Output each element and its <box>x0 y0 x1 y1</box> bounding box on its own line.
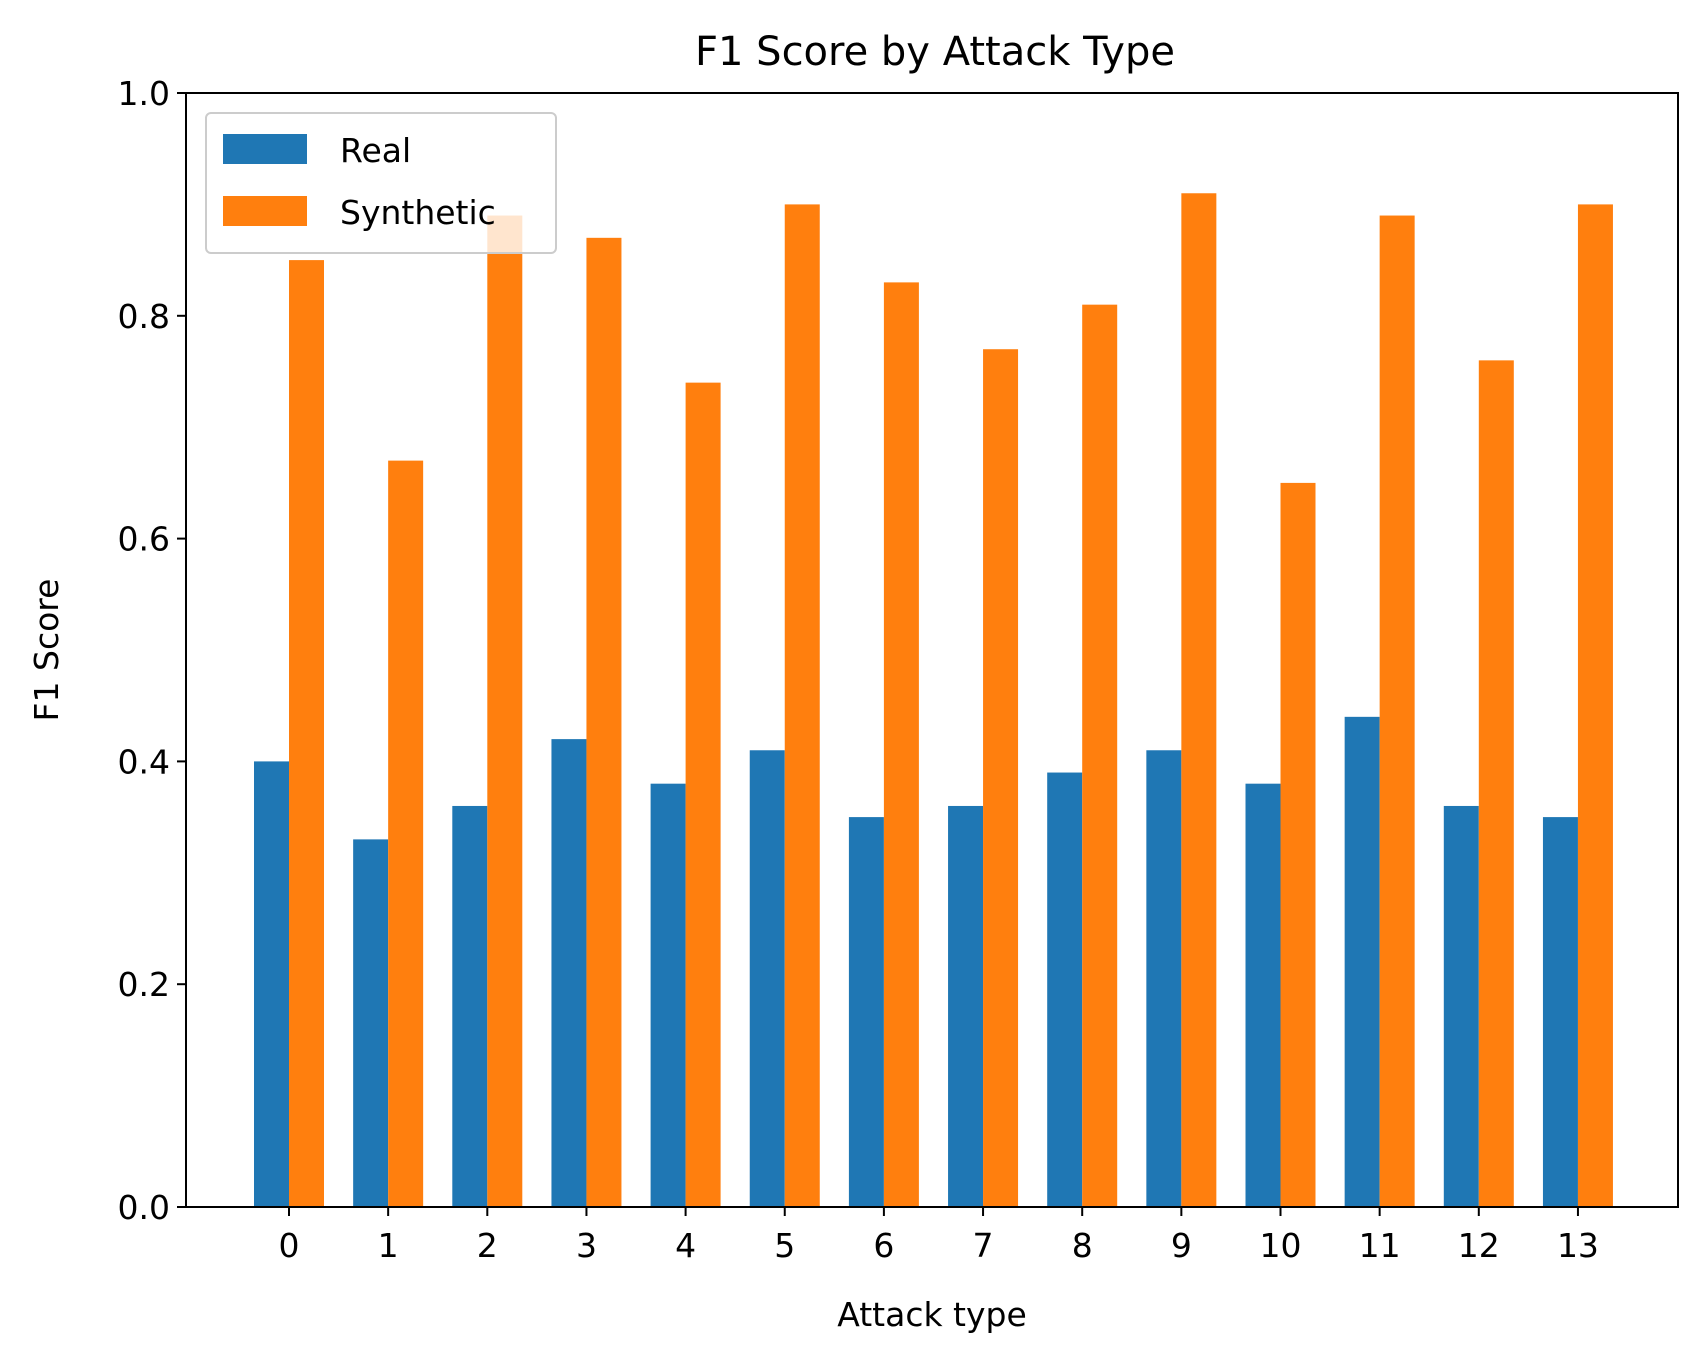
x-tick-label: 0 <box>279 1226 300 1265</box>
bars-group <box>254 193 1613 1208</box>
bar-real-3 <box>551 739 587 1207</box>
legend-label-real: Real <box>340 131 411 170</box>
y-tick-label: 0.2 <box>118 965 170 1004</box>
x-tick-label: 11 <box>1359 1226 1401 1265</box>
bar-real-12 <box>1443 805 1479 1207</box>
bar-synthetic-1 <box>388 460 424 1207</box>
legend-swatch-synthetic <box>223 196 307 226</box>
x-tick-label: 8 <box>1072 1226 1093 1265</box>
bar-synthetic-10 <box>1280 482 1316 1207</box>
bar-real-6 <box>848 817 884 1207</box>
bar-synthetic-5 <box>784 204 820 1207</box>
x-tick-label: 7 <box>973 1226 994 1265</box>
bar-real-11 <box>1344 716 1380 1207</box>
bar-real-8 <box>1047 772 1083 1207</box>
chart-title: F1 Score by Attack Type <box>695 29 1175 75</box>
bar-synthetic-9 <box>1181 193 1217 1207</box>
bar-synthetic-2 <box>487 215 523 1208</box>
y-axis-label: F1 Score <box>27 579 66 722</box>
y-tick-label: 0.6 <box>118 520 170 559</box>
x-tick-label: 5 <box>774 1226 795 1265</box>
bar-synthetic-12 <box>1478 360 1514 1207</box>
legend-swatch-real <box>223 134 307 164</box>
bar-real-9 <box>1146 750 1182 1207</box>
y-axis: 0.0 0.2 0.4 0.6 0.8 1.0 <box>118 74 186 1227</box>
x-tick-label: 6 <box>873 1226 894 1265</box>
bar-synthetic-13 <box>1577 204 1613 1207</box>
y-tick-label: 0.8 <box>118 297 170 336</box>
x-axis: 0 1 2 3 4 5 6 7 8 9 10 11 12 13 <box>279 1207 1599 1265</box>
bar-real-0 <box>254 761 289 1207</box>
bar-synthetic-0 <box>289 260 324 1208</box>
bar-synthetic-6 <box>883 282 919 1207</box>
x-tick-label: 9 <box>1171 1226 1192 1265</box>
legend: Real Synthetic <box>205 112 557 254</box>
x-tick-label: 12 <box>1458 1226 1500 1265</box>
y-tick-label: 1.0 <box>118 74 170 113</box>
x-tick-label: 1 <box>378 1226 399 1265</box>
bar-synthetic-3 <box>586 237 622 1207</box>
bar-real-2 <box>452 805 488 1207</box>
x-tick-label: 3 <box>576 1226 597 1265</box>
x-tick-label: 10 <box>1260 1226 1302 1265</box>
y-tick-label: 0.4 <box>118 742 170 781</box>
bar-real-4 <box>650 783 686 1207</box>
y-tick-label: 0.0 <box>118 1188 170 1227</box>
legend-label-synthetic: Synthetic <box>340 193 496 232</box>
bar-real-7 <box>948 805 984 1207</box>
bar-synthetic-7 <box>983 349 1019 1208</box>
bar-synthetic-8 <box>1082 304 1118 1207</box>
x-axis-label: Attack type <box>837 1295 1027 1334</box>
x-tick-label: 2 <box>477 1226 498 1265</box>
bar-real-13 <box>1542 817 1578 1207</box>
bar-real-5 <box>749 750 785 1207</box>
bar-real-10 <box>1245 783 1281 1207</box>
bar-real-1 <box>353 839 389 1207</box>
x-tick-label: 13 <box>1557 1226 1599 1265</box>
plot-frame <box>185 92 1679 1208</box>
bar-synthetic-4 <box>685 382 721 1207</box>
x-tick-label: 4 <box>675 1226 696 1265</box>
bar-synthetic-11 <box>1379 215 1415 1208</box>
